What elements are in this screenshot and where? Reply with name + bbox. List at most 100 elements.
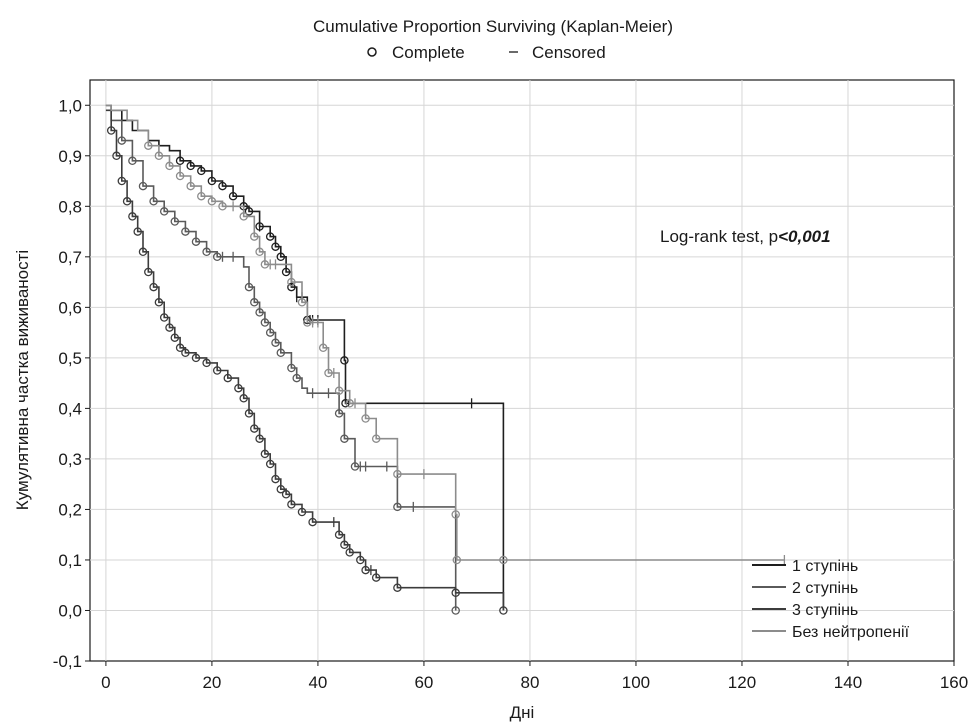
- complete-marker: [122, 197, 132, 206]
- x-tick-label: 60: [414, 673, 433, 692]
- complete-marker: [340, 434, 349, 443]
- complete-marker: [154, 151, 164, 161]
- complete-marker: [128, 212, 137, 221]
- complete-marker: [371, 434, 381, 443]
- complete-marker: [181, 348, 190, 358]
- x-axis: 0 20 40 60 80 100 120 140 160: [101, 661, 968, 692]
- complete-marker: [287, 282, 296, 292]
- complete-marker: [228, 191, 238, 201]
- series-3: [105, 109, 508, 615]
- complete-marker: [212, 366, 222, 375]
- complete-marker: [207, 197, 217, 206]
- complete-marker: [356, 555, 365, 565]
- y-tick-label: 0,6: [58, 298, 82, 317]
- x-tick-label: 0: [101, 673, 110, 692]
- series-line: [105, 104, 785, 561]
- complete-marker: [181, 227, 190, 236]
- complete-marker: [271, 474, 280, 484]
- complete-marker: [250, 232, 259, 241]
- complete-marker: [117, 136, 127, 145]
- complete-marker: [276, 348, 286, 358]
- complete-marker: [345, 548, 354, 557]
- complete-marker: [451, 606, 460, 615]
- complete-marker-icon: [367, 47, 377, 57]
- complete-marker: [154, 298, 164, 307]
- complete-marker: [244, 207, 254, 216]
- complete-marker: [287, 277, 296, 287]
- complete-marker: [334, 530, 344, 539]
- complete-marker: [218, 202, 227, 211]
- complete-marker: [207, 176, 217, 186]
- y-tick-label: 0,1: [58, 551, 82, 570]
- complete-marker: [175, 171, 185, 181]
- y-tick-label: 0,7: [58, 248, 82, 267]
- chart-title: Cumulative Proportion Surviving (Kaplan-…: [313, 17, 673, 36]
- complete-marker: [287, 500, 296, 509]
- plot-area: [89, 79, 955, 662]
- complete-marker: [265, 328, 275, 337]
- complete-marker: [239, 394, 248, 403]
- complete-marker: [250, 424, 259, 433]
- y-tick-label: 0,2: [58, 500, 82, 519]
- complete-marker: [186, 181, 195, 191]
- series-2: [105, 104, 460, 615]
- grid: [90, 80, 954, 661]
- complete-marker: [170, 333, 180, 342]
- y-tick-label: 0,0: [58, 601, 82, 620]
- censored-label: Censored: [532, 43, 606, 62]
- x-tick-label: 40: [308, 673, 327, 692]
- complete-marker: [255, 434, 264, 443]
- x-tick-label: 100: [622, 673, 650, 692]
- complete-marker: [165, 323, 174, 332]
- complete-marker: [452, 555, 462, 565]
- complete-marker: [112, 151, 121, 161]
- complete-marker: [393, 583, 402, 592]
- complete-marker: [340, 356, 349, 365]
- complete-marker: [260, 318, 270, 327]
- complete-marker: [260, 260, 270, 269]
- complete-marker: [138, 181, 148, 191]
- y-tick-label: -0,1: [53, 652, 82, 671]
- complete-marker: [191, 237, 201, 246]
- log-rank-annotation: Log-rank test, p<0,001: [660, 227, 831, 246]
- complete-marker: [451, 510, 460, 519]
- y-axis-label: Кумулятивна частка виживаності: [13, 250, 32, 510]
- legend-label: 2 ступінь: [792, 580, 858, 597]
- complete-marker: [260, 449, 270, 459]
- complete-marker: [324, 368, 333, 378]
- complete-marker: [159, 207, 169, 216]
- complete-marker: [271, 338, 280, 347]
- complete-marker: [138, 247, 148, 257]
- complete-marker: [287, 363, 296, 373]
- complete-marker: [144, 267, 153, 277]
- complete-marker: [106, 126, 116, 135]
- complete-marker: [361, 565, 370, 575]
- legend-label: Без нейтропенії: [792, 624, 910, 641]
- complete-marker: [170, 217, 180, 226]
- complete-marker: [271, 242, 280, 251]
- top-legend: Complete Censored: [367, 43, 606, 62]
- complete-marker: [202, 247, 211, 257]
- complete-marker: [499, 555, 508, 565]
- complete-marker: [149, 282, 158, 292]
- complete-marker: [265, 459, 275, 469]
- series-layer: [105, 104, 786, 615]
- complete-marker: [393, 469, 402, 479]
- complete-marker: [197, 166, 206, 176]
- complete-marker: [239, 212, 248, 221]
- complete-marker: [250, 298, 259, 307]
- complete-marker: [244, 282, 254, 292]
- complete-marker: [393, 502, 402, 512]
- series-legend: 1 ступінь 2 ступінь 3 ступінь Без нейтропен…: [752, 558, 910, 641]
- complete-marker: [297, 298, 307, 307]
- complete-marker: [159, 313, 169, 322]
- legend-label: 1 ступінь: [792, 558, 858, 575]
- y-tick-label: 0,5: [58, 349, 82, 368]
- complete-marker: [255, 247, 264, 257]
- complete-marker: [218, 181, 227, 191]
- complete-label: Complete: [392, 43, 465, 62]
- complete-marker: [186, 161, 195, 171]
- complete-marker: [212, 252, 222, 262]
- complete-marker: [223, 373, 233, 383]
